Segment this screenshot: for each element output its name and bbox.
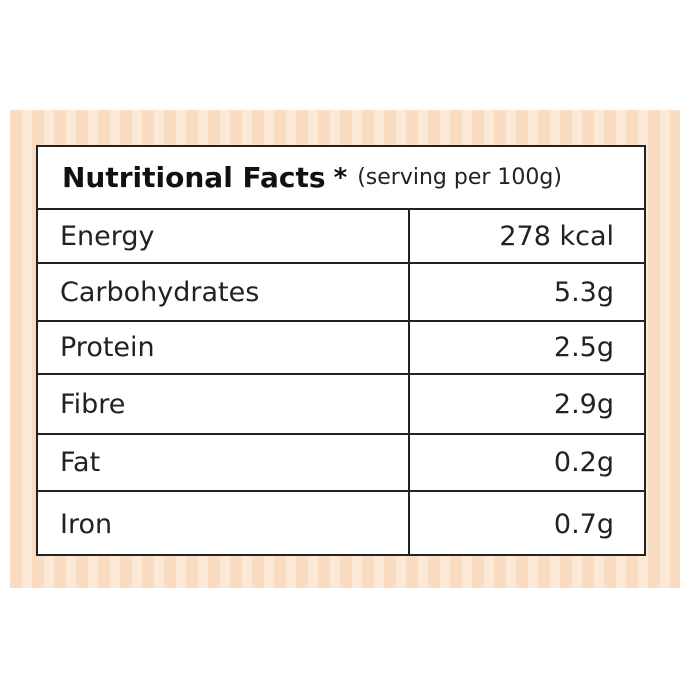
nutrient-name: Carbohydrates <box>38 264 410 320</box>
table-title: Nutritional Facts <box>62 161 326 194</box>
nutrient-value: 2.9g <box>553 388 614 420</box>
table-body: Energy 278 kcal Carbohydrates 5.3g Protein 2.… <box>38 210 644 556</box>
nutrient-name: Fibre <box>38 375 410 433</box>
nutrient-name: Iron <box>38 492 410 556</box>
nutrient-name: Protein <box>38 322 410 373</box>
table-row: Carbohydrates 5.3g <box>38 264 644 322</box>
nutrient-value: 2.5g <box>553 332 614 363</box>
nutrient-value: 278 kcal <box>499 220 614 252</box>
nutrient-name: Energy <box>38 210 410 262</box>
nutrient-value: 0.2g <box>553 447 614 478</box>
nutrient-value: 0.7g <box>553 508 614 540</box>
nutrition-table: Nutritional Facts * (serving per 100g) E… <box>36 145 646 556</box>
table-row: Fat 0.2g <box>38 435 644 492</box>
table-row: Fibre 2.9g <box>38 375 644 435</box>
table-subtitle: (serving per 100g) <box>357 165 562 190</box>
table-row: Iron 0.7g <box>38 492 644 556</box>
nutrient-value: 5.3g <box>553 276 614 308</box>
table-header: Nutritional Facts * (serving per 100g) <box>38 147 644 210</box>
table-row: Protein 2.5g <box>38 322 644 375</box>
nutrient-name: Fat <box>38 435 410 490</box>
note-mark: * <box>333 162 348 193</box>
table-row: Energy 278 kcal <box>38 210 644 264</box>
